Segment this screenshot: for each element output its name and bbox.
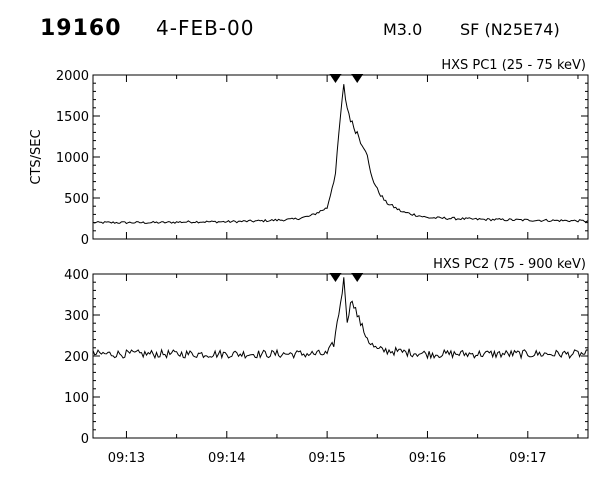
- y-tick-label: 400: [64, 268, 89, 283]
- panel-title: HXS PC2 (75 - 900 keV): [433, 257, 586, 272]
- interval-marker: [329, 273, 342, 282]
- y-tick-label: 200: [64, 350, 89, 365]
- goes-class: M3.0: [383, 20, 423, 39]
- plot-frame-1: [92, 74, 589, 240]
- interval-marker: [351, 74, 364, 83]
- x-tick-label: 09:13: [108, 451, 145, 466]
- y-tick-label: 0: [81, 432, 89, 447]
- x-tick-label: 09:16: [409, 451, 446, 466]
- y-tick-label: 1500: [56, 110, 89, 125]
- y-tick-label: 100: [64, 391, 89, 406]
- y-tick-label: 1000: [56, 151, 89, 166]
- series-line-1: [92, 84, 589, 225]
- y-tick-label: 0: [81, 233, 89, 248]
- x-tick-label: 09:15: [308, 451, 345, 466]
- x-tick-label: 09:17: [509, 451, 546, 466]
- y-tick-label: 500: [64, 192, 89, 207]
- y-axis-label: CTS/SEC: [29, 129, 44, 184]
- event-number: 19160: [40, 16, 122, 41]
- y-tick-label: 300: [64, 309, 89, 324]
- flare-location: SF (N25E74): [460, 20, 560, 39]
- interval-marker: [351, 273, 364, 282]
- y-tick-label: 2000: [56, 69, 89, 84]
- event-date: 4-FEB-00: [156, 16, 255, 40]
- interval-marker: [329, 74, 342, 83]
- panel-title: HXS PC1 (25 - 75 keV): [441, 58, 586, 73]
- x-tick-label: 09:14: [208, 451, 245, 466]
- series-line-2: [92, 277, 589, 360]
